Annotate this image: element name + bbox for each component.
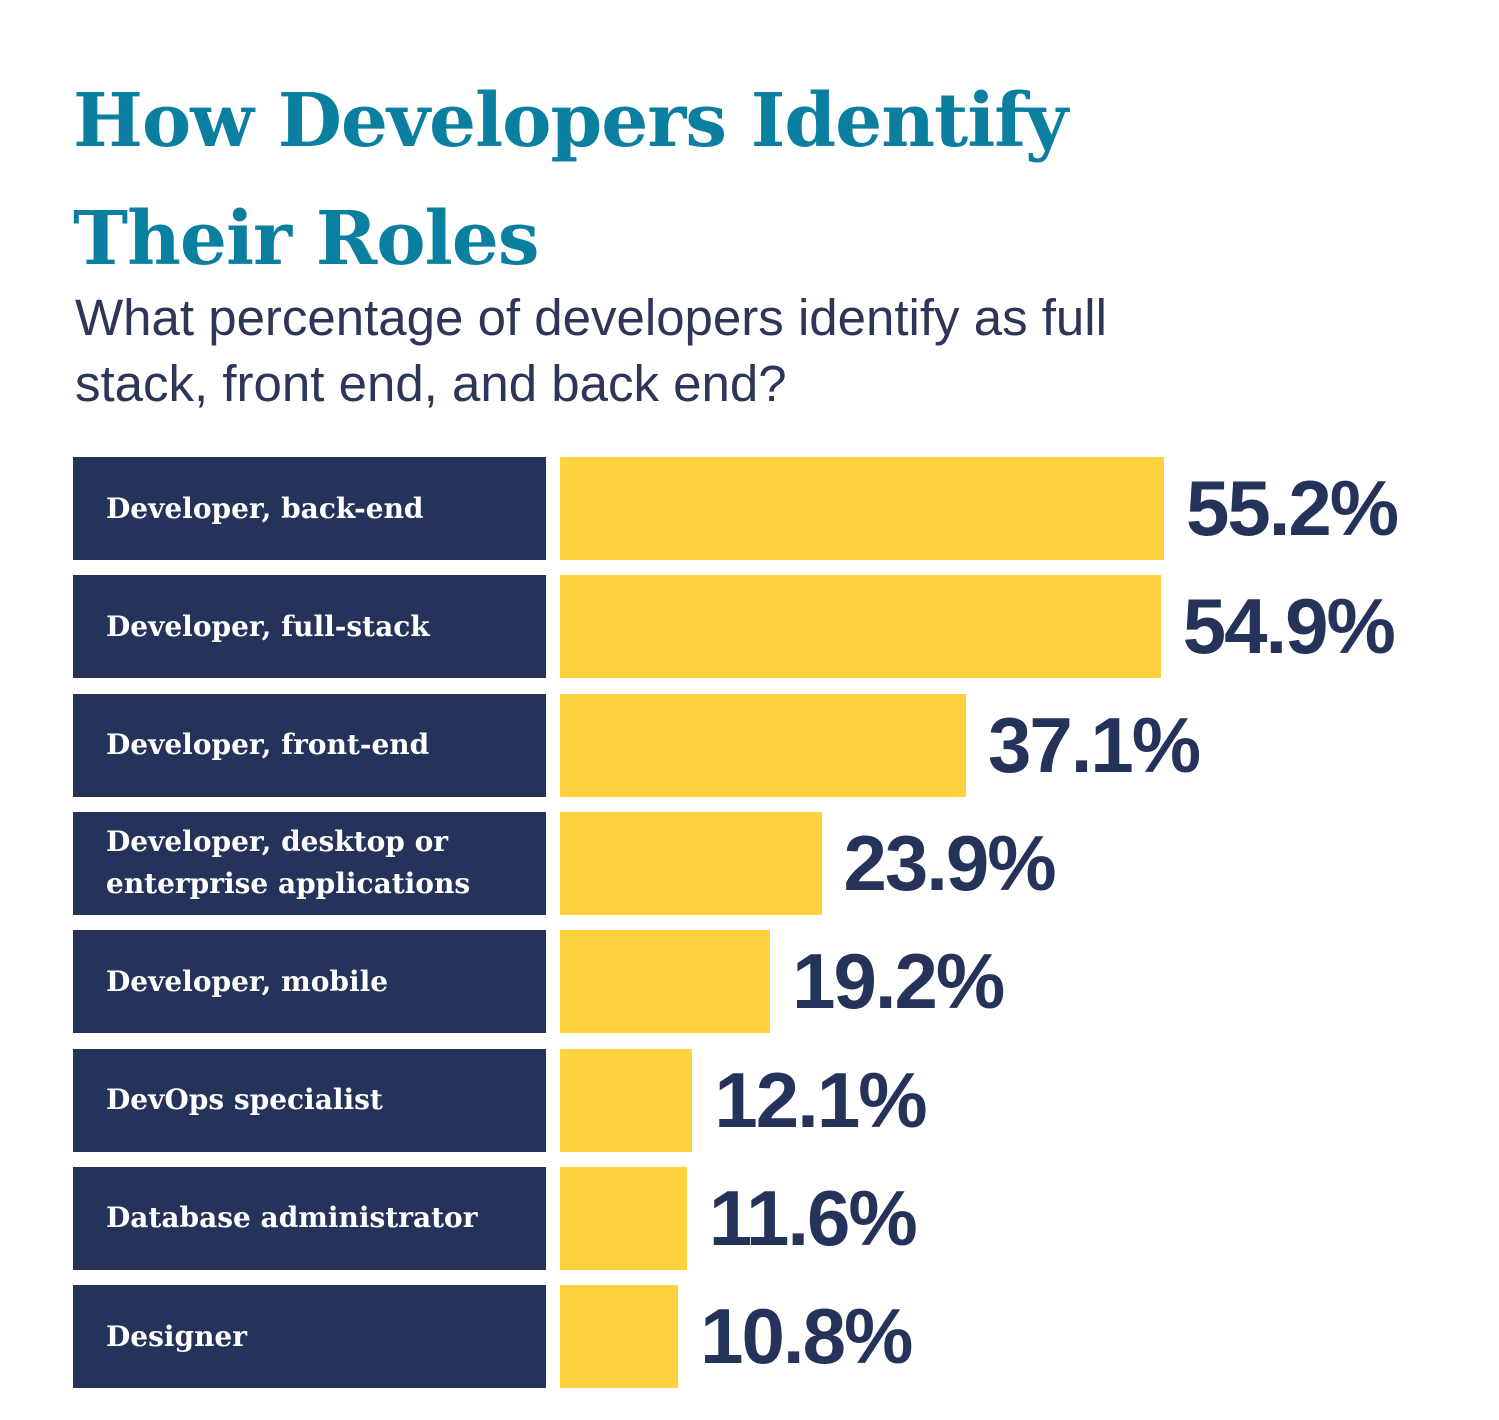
value-label: 54.9% [1182,582,1396,671]
category-box: DevOps specialist [73,1048,546,1152]
chart-subtitle: What percentage of developers identify a… [75,289,1107,412]
category-box: Developer, full-stack [73,575,546,679]
category-label: Developer, full-stack [106,609,430,643]
value-label: 11.6% [708,1173,918,1262]
bar [560,811,822,915]
bar [560,457,1164,560]
category-label: Developer, mobile [106,964,389,998]
category-label: Developer, front-end [106,728,430,762]
value-label: 55.2% [1186,464,1399,552]
category-box: Developer, desktop or enterprise applica… [73,811,546,915]
value-label: 23.9% [843,818,1057,907]
category-box: Developer, mobile [73,930,546,1034]
category-label: Developer, back-end [106,491,424,525]
value-label: 10.8% [700,1292,913,1381]
category-label: DevOps specialist [106,1083,383,1116]
category-label: Designer [106,1319,247,1353]
bar [560,693,966,797]
bar [560,1048,693,1152]
chart-title: How Developers Identify Their Roles [73,78,1068,282]
category-box: Developer, back-end [73,457,546,560]
bar [560,1285,679,1389]
category-label: Database administrator [106,1201,478,1235]
category-label: Developer, desktop or enterprise applica… [106,825,471,901]
bar [560,1166,687,1270]
category-box: Database administrator [73,1166,546,1270]
value-label: 12.1% [714,1055,927,1144]
value-label: 19.2% [792,937,1005,1026]
bar [560,930,771,1034]
bar [560,575,1161,679]
category-box: Developer, front-end [73,693,546,797]
category-box: Designer [73,1285,546,1389]
value-label: 37.1% [987,700,1201,789]
